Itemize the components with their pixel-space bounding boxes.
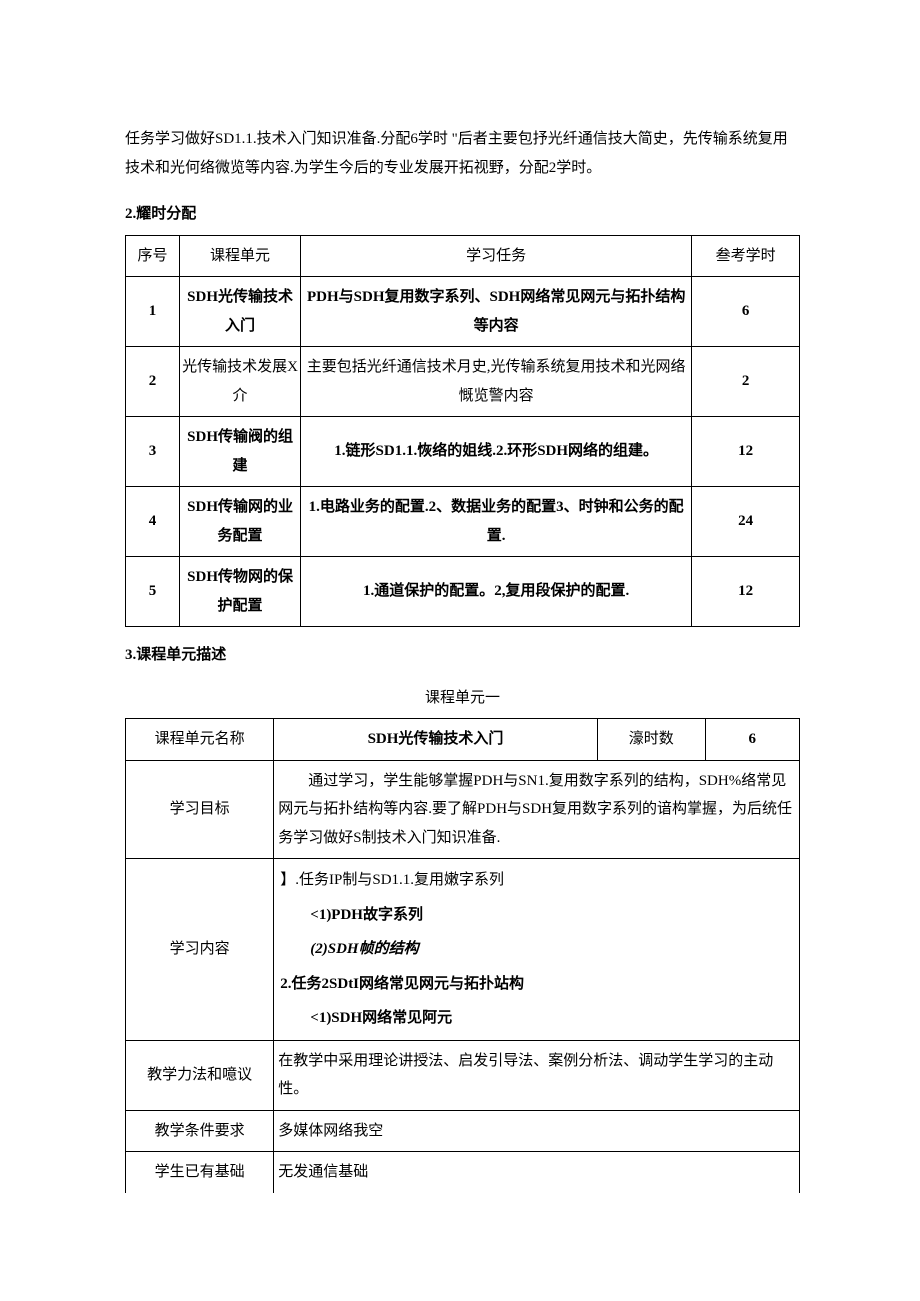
hours-allocation-table: 序号 课程单元 学习任务 叁考学时 1 SDH光传输技术入门 PDH与SDH复用… bbox=[125, 235, 800, 628]
seq-cell: 4 bbox=[126, 487, 180, 557]
goal-value-cell: 通过学习，学生能够掌握PDH与SN1.复用数字系列的结构，SDH%络常见网元与拓… bbox=[274, 760, 800, 859]
seq-cell: 5 bbox=[126, 557, 180, 627]
content-label-cell: 学习内容 bbox=[126, 859, 274, 1041]
task-cell: 主要包括光纤通信技术月史,光传输系统复用技术和光网络慨览警内容 bbox=[301, 347, 692, 417]
table-header-row: 序号 课程单元 学习任务 叁考学时 bbox=[126, 235, 800, 277]
unit-cell: SDH光传输技术入门 bbox=[179, 277, 300, 347]
task-cell: PDH与SDH复用数字系列、SDH网络常见网元与拓扑结构等内容 bbox=[301, 277, 692, 347]
hours-cell: 12 bbox=[692, 557, 800, 627]
hours-value-cell: 6 bbox=[705, 719, 799, 761]
table-row: 1 SDH光传输技术入门 PDH与SDH复用数字系列、SDH网络常见网元与拓扑结… bbox=[126, 277, 800, 347]
unit-cell: 光传输技术发展X介 bbox=[179, 347, 300, 417]
section-2-title: 2.耀时分配 bbox=[125, 200, 800, 229]
col-task-header: 学习任务 bbox=[301, 235, 692, 277]
table-row: 2 光传输技术发展X介 主要包括光纤通信技术月史,光传输系统复用技术和光网络慨览… bbox=[126, 347, 800, 417]
content-line: <1)SDH网络常见阿元 bbox=[280, 1001, 793, 1036]
base-value-cell: 无发通信基础 bbox=[274, 1152, 800, 1193]
content-value-cell: 】.任务IP制与SD1.1.复用嫩字系列 <1)PDH故字系列 (2)SDH帧的… bbox=[274, 859, 800, 1041]
hours-label-cell: 濠时数 bbox=[597, 719, 705, 761]
intro-paragraph: 任务学习做好SD1.1.技术入门知识准备.分配6学时 "后者主要包抒光纤通信技大… bbox=[125, 125, 800, 182]
table-row: 教学力法和噫议 在教学中采用理论讲授法、启发引导法、案例分析法、调动学生学习的主… bbox=[126, 1040, 800, 1110]
content-line: 2.任务2SDtI网络常见网元与拓扑站构 bbox=[280, 967, 793, 1002]
name-value-cell: SDH光传输技术入门 bbox=[274, 719, 598, 761]
content-line: <1)PDH故字系列 bbox=[280, 898, 793, 933]
table-row: 学生已有基础 无发通信基础 bbox=[126, 1152, 800, 1193]
base-label-cell: 学生已有基础 bbox=[126, 1152, 274, 1193]
table-row: 4 SDH传输网的业务配置 1.电路业务的配置.2、数据业务的配置3、时钟和公务… bbox=[126, 487, 800, 557]
col-seq-header: 序号 bbox=[126, 235, 180, 277]
task-cell: 1.通道保护的配置。2,复用段保护的配置. bbox=[301, 557, 692, 627]
seq-cell: 2 bbox=[126, 347, 180, 417]
method-label-cell: 教学力法和噫议 bbox=[126, 1040, 274, 1110]
hours-cell: 2 bbox=[692, 347, 800, 417]
task-cell: 1.链形SD1.1.恢络的姐线.2.环形SDH网络的组建。 bbox=[301, 417, 692, 487]
hours-cell: 12 bbox=[692, 417, 800, 487]
goal-label-cell: 学习目标 bbox=[126, 760, 274, 859]
hours-cell: 6 bbox=[692, 277, 800, 347]
content-line-text: (2)SDH帧的结构 bbox=[310, 941, 418, 957]
unit-cell: SDH传输网的业务配置 bbox=[179, 487, 300, 557]
table-row: 3 SDH传输阀的组建 1.链形SD1.1.恢络的姐线.2.环形SDH网络的组建… bbox=[126, 417, 800, 487]
cond-value-cell: 多媒体网络我空 bbox=[274, 1110, 800, 1152]
unit-cell: SDH传物网的保护配置 bbox=[179, 557, 300, 627]
unit-description-table: 课程单元名称 SDH光传输技术入门 濠时数 6 学习目标 通过学习，学生能够掌握… bbox=[125, 718, 800, 1193]
col-unit-header: 课程单元 bbox=[179, 235, 300, 277]
seq-cell: 3 bbox=[126, 417, 180, 487]
unit-1-title: 课程单元一 bbox=[125, 684, 800, 713]
name-label-cell: 课程单元名称 bbox=[126, 719, 274, 761]
col-hours-header: 叁考学时 bbox=[692, 235, 800, 277]
table-row: 课程单元名称 SDH光传输技术入门 濠时数 6 bbox=[126, 719, 800, 761]
method-value-cell: 在教学中采用理论讲授法、启发引导法、案例分析法、调动学生学习的主动性。 bbox=[274, 1040, 800, 1110]
section-3-title: 3.课程单元描述 bbox=[125, 641, 800, 670]
cond-label-cell: 教学条件要求 bbox=[126, 1110, 274, 1152]
content-line: 】.任务IP制与SD1.1.复用嫩字系列 bbox=[280, 863, 793, 898]
content-line: (2)SDH帧的结构 bbox=[280, 932, 793, 967]
table-row: 教学条件要求 多媒体网络我空 bbox=[126, 1110, 800, 1152]
page-container: 任务学习做好SD1.1.技术入门知识准备.分配6学时 "后者主要包抒光纤通信技大… bbox=[0, 0, 920, 1253]
task-cell: 1.电路业务的配置.2、数据业务的配置3、时钟和公务的配置. bbox=[301, 487, 692, 557]
table-row: 5 SDH传物网的保护配置 1.通道保护的配置。2,复用段保护的配置. 12 bbox=[126, 557, 800, 627]
hours-cell: 24 bbox=[692, 487, 800, 557]
table-row: 学习内容 】.任务IP制与SD1.1.复用嫩字系列 <1)PDH故字系列 (2)… bbox=[126, 859, 800, 1041]
table-row: 学习目标 通过学习，学生能够掌握PDH与SN1.复用数字系列的结构，SDH%络常… bbox=[126, 760, 800, 859]
unit-cell: SDH传输阀的组建 bbox=[179, 417, 300, 487]
seq-cell: 1 bbox=[126, 277, 180, 347]
